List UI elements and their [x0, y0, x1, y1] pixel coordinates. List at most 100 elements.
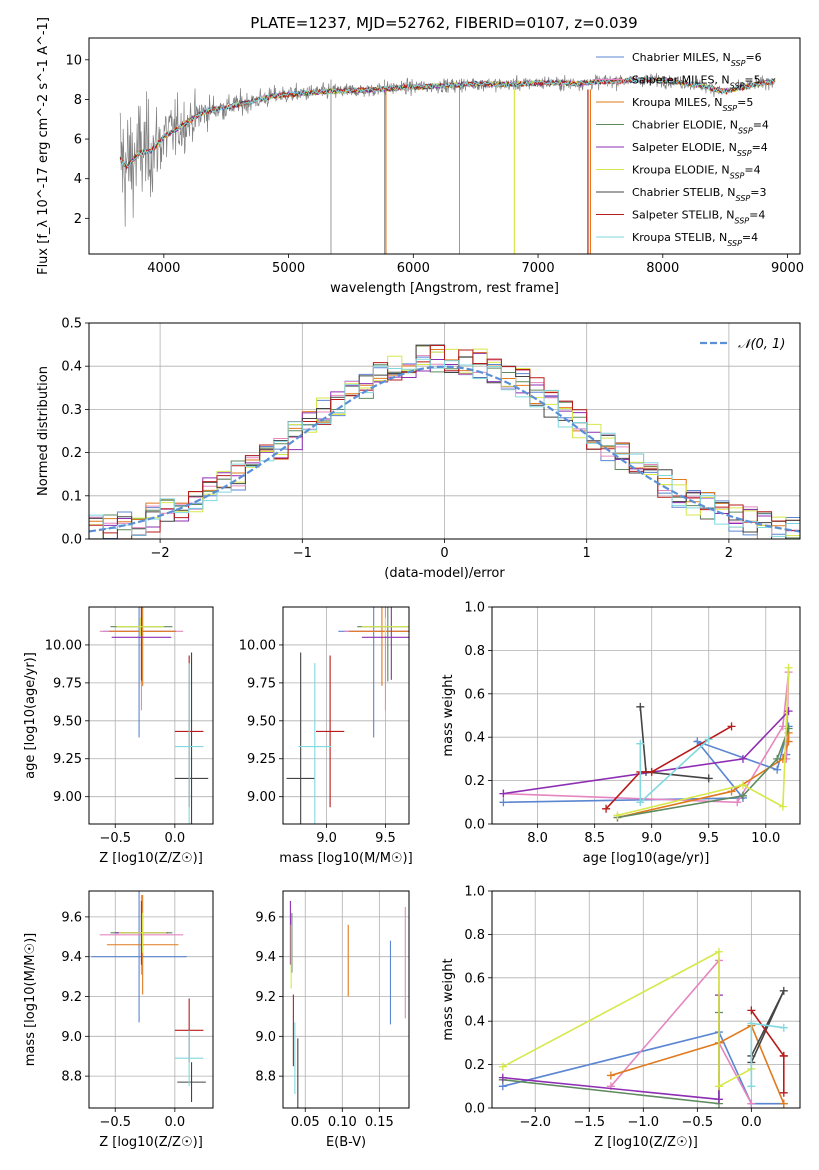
y-tick-label: 8.8: [61, 1070, 82, 1085]
axes-frame: [88, 606, 214, 825]
y-tick-label: 4: [74, 172, 82, 187]
mass-weight-marker: [606, 1071, 615, 1080]
x-tick-label: −1: [293, 546, 312, 561]
mass-weight-marker: [613, 811, 622, 820]
model-spectrum-line: [119, 76, 776, 168]
x-axis-label: Z [log10(Z/Z☉)]: [99, 1135, 203, 1150]
x-tick-label: 0: [440, 546, 448, 561]
mass-weight-line: [617, 667, 790, 817]
x-tick-label: −0.5: [99, 831, 131, 846]
x-tick-label: 1: [583, 546, 591, 561]
y-tick-label: 9.00: [53, 790, 82, 805]
x-tick-label: −2.0: [519, 1115, 551, 1130]
x-axis-label: (data-model)/error: [384, 566, 505, 581]
plot-area-mass-vs-Z: [91, 891, 206, 1103]
normal-distribution-curve: [89, 365, 800, 533]
x-tick-label: 9000: [771, 261, 804, 276]
plot-area-age-vs-Z: [99, 607, 209, 824]
plot-area-age-vs-mass: [286, 607, 409, 824]
spectrum-legend: Chabrier MILES, NSSP=6 Salpeter MILES, NS…: [596, 51, 769, 248]
x-tick-label: 0.15: [365, 1115, 394, 1130]
y-tick-label: 0.3: [61, 403, 82, 418]
axes-frame: [282, 606, 410, 825]
y-axis-label: Flux [f_λ 10^-17 erg cm^-2 s^-1 A^-1]: [36, 17, 51, 275]
panel-mass-vs-EBV: 0.05 0.10 0.15 8.8 9.0 9.2 9.4 9.6 E(B-V): [255, 890, 410, 1150]
y-tick-label: 9.00: [247, 790, 276, 805]
x-tick-label: 2: [725, 546, 733, 561]
y-tick-label: 6: [74, 133, 82, 148]
mass-weight-marker: [647, 767, 656, 776]
mass-weight-marker: [636, 739, 645, 748]
panel-weight-vs-Z: −2.0 −1.5 −1.0 −0.5 0.0 0.0 0.2 0.4 0.6 0.8 1.0 Z […: [441, 885, 801, 1150]
y-tick-label: 0.8: [464, 644, 485, 659]
x-tick-label: 9.0: [641, 831, 662, 846]
mass-weight-line: [610, 958, 753, 1105]
y-tick-label: 9.75: [53, 676, 82, 691]
y-tick-label: 8: [74, 93, 82, 108]
y-tick-label: 0.0: [464, 1102, 485, 1117]
x-tick-label: 8000: [646, 261, 679, 276]
y-tick-label: 10.00: [45, 638, 82, 653]
panel-age-vs-mass: 9.0 9.5 9.00 9.25 9.50 9.75 10.00 mass [log10(M…: [239, 606, 413, 866]
y-axis-label: Normed distribution: [36, 366, 51, 496]
plot-area-residuals: [89, 344, 800, 539]
x-tick-label: 8.5: [584, 831, 605, 846]
legend-entry-8: Kroupa STELIB, NSSP=4: [632, 231, 758, 248]
legend-entry-2: Kroupa MILES, NSSP=5: [632, 96, 753, 113]
x-tick-label: 0.05: [291, 1115, 320, 1130]
mass-weight-line: [605, 725, 732, 810]
y-tick-label: 0.2: [464, 1058, 485, 1073]
mass-weight-marker: [784, 707, 793, 716]
mass-weight-marker: [714, 947, 723, 956]
y-tick-label: 0.0: [61, 533, 82, 548]
y-tick-label: 9.6: [61, 910, 82, 925]
panel-age-vs-Z: −0.5 0.0 9.00 9.25 9.50 9.75 10.00 Z [log10(Z/Z…: [23, 606, 214, 866]
x-tick-label: 7000: [522, 261, 555, 276]
x-tick-label: 5000: [272, 261, 305, 276]
legend-entry-3: Chabrier ELODIE, NSSP=4: [632, 119, 769, 136]
axes-frame: [88, 890, 214, 1109]
x-axis-label: Z [log10(Z/Z☉)]: [594, 1135, 698, 1150]
y-tick-label: 0.1: [61, 489, 82, 504]
mass-weight-marker: [747, 1099, 756, 1108]
x-tick-label: 0.0: [165, 1115, 186, 1130]
x-tick-label: 0.0: [741, 1115, 762, 1130]
y-tick-label: 9.2: [255, 990, 276, 1005]
y-tick-label: 9.2: [61, 990, 82, 1005]
y-tick-label: 9.75: [247, 676, 276, 691]
residual-histogram: [89, 344, 800, 539]
y-tick-label: 9.25: [53, 752, 82, 767]
mass-weight-marker: [747, 1019, 756, 1028]
mass-weight-marker: [779, 1088, 788, 1097]
y-tick-label: 10.00: [239, 638, 276, 653]
mass-weight-marker: [636, 702, 645, 711]
mass-weight-marker: [779, 1023, 788, 1032]
plot-area-spectrum: [119, 72, 776, 254]
x-axis-label: Z [log10(Z/Z☉)]: [99, 851, 203, 866]
x-tick-label: 9.5: [698, 831, 719, 846]
y-tick-label: 9.25: [247, 752, 276, 767]
y-tick-label: 9.50: [247, 714, 276, 729]
legend-entry-normal: 𝒩(0, 1): [738, 337, 785, 352]
y-tick-label: 9.4: [61, 950, 82, 965]
x-tick-label: −2: [151, 546, 170, 561]
mass-weight-marker: [738, 791, 747, 800]
panel-spectrum: 4000 5000 6000 7000 8000 9000 2 4 6 8 10 wavelength…: [36, 17, 804, 296]
y-axis-label: mass weight: [441, 674, 456, 756]
mass-weight-marker: [727, 787, 736, 796]
axes-frame: [491, 606, 801, 825]
mass-weight-marker: [693, 737, 702, 746]
mass-weight-marker: [498, 1073, 507, 1082]
mass-weight-line: [617, 728, 790, 819]
y-tick-label: 9.4: [255, 950, 276, 965]
y-tick-label: 9.6: [255, 910, 276, 925]
x-tick-label: 0.0: [165, 831, 186, 846]
mass-weight-marker: [779, 1051, 788, 1060]
x-tick-label: −0.5: [99, 1115, 131, 1130]
legend-entry-7: Salpeter STELIB, NSSP=4: [632, 209, 765, 226]
legend-entry-4: Salpeter ELODIE, NSSP=4: [632, 141, 768, 158]
mass-weight-line: [639, 738, 710, 805]
mass-weight-marker: [778, 802, 787, 811]
panel-mass-vs-Z: −0.5 0.0 8.8 9.0 9.2 9.4 9.6 Z [log10(Z/Z☉)] mas…: [23, 890, 214, 1150]
